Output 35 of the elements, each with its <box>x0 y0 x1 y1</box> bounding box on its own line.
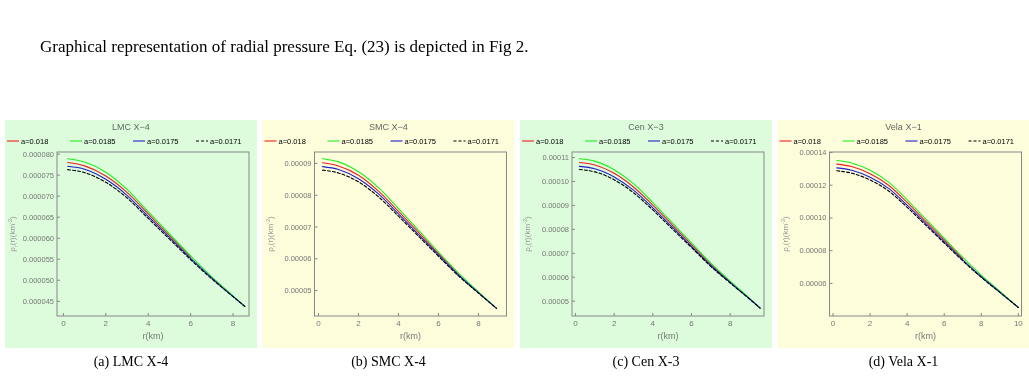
x-tick-label: 2 <box>356 319 362 328</box>
x-tick-label: 0 <box>316 319 322 328</box>
x-tick-label: 4 <box>904 319 910 328</box>
text: (a) LMC X-4 <box>93 354 169 370</box>
x-tick-label: 6 <box>188 319 194 328</box>
x-tick-label: 0 <box>573 319 579 328</box>
x-tick-label: 2 <box>611 319 617 328</box>
line-series <box>836 163 964 260</box>
x-tick-label: 4 <box>146 319 151 328</box>
x-axis-title: r(km) <box>400 331 421 341</box>
text: Graphical representation of radial pressure Eq. (23) is depicted in Fig 2. <box>40 37 529 56</box>
x-tick-label: 2 <box>103 319 109 328</box>
x-axis-title: r(km) <box>915 331 936 341</box>
x-tick-label: 8 <box>979 319 985 328</box>
chart-title: LMC X−4 <box>112 122 150 132</box>
text: (d) Vela X-1 <box>868 354 939 370</box>
x-tick-label: 8 <box>727 319 733 328</box>
x-tick-label: 4 <box>396 319 402 328</box>
chart-title: Cen X−3 <box>628 122 664 132</box>
x-axis-title: r(km) <box>657 331 679 341</box>
chart-title: Vela X−1 <box>885 122 922 132</box>
x-tick-label: 2 <box>867 319 873 328</box>
text: (b) SMC X-4 <box>351 354 426 370</box>
x-tick-label: 0 <box>830 319 836 328</box>
text: (c) Cen X-3 <box>612 354 680 370</box>
x-tick-label: 8 <box>476 319 482 328</box>
x-tick-label: 4 <box>650 319 656 328</box>
x-tick-label: 0 <box>61 319 67 328</box>
x-tick-label: 6 <box>689 319 695 328</box>
chart-title: SMC X−4 <box>369 122 408 132</box>
x-tick-label: 10 <box>1013 319 1024 328</box>
x-axis-title: r(km) <box>142 331 164 341</box>
x-tick-label: 6 <box>436 319 442 328</box>
x-tick-label: 8 <box>230 319 236 328</box>
x-tick-label: 6 <box>941 319 947 328</box>
